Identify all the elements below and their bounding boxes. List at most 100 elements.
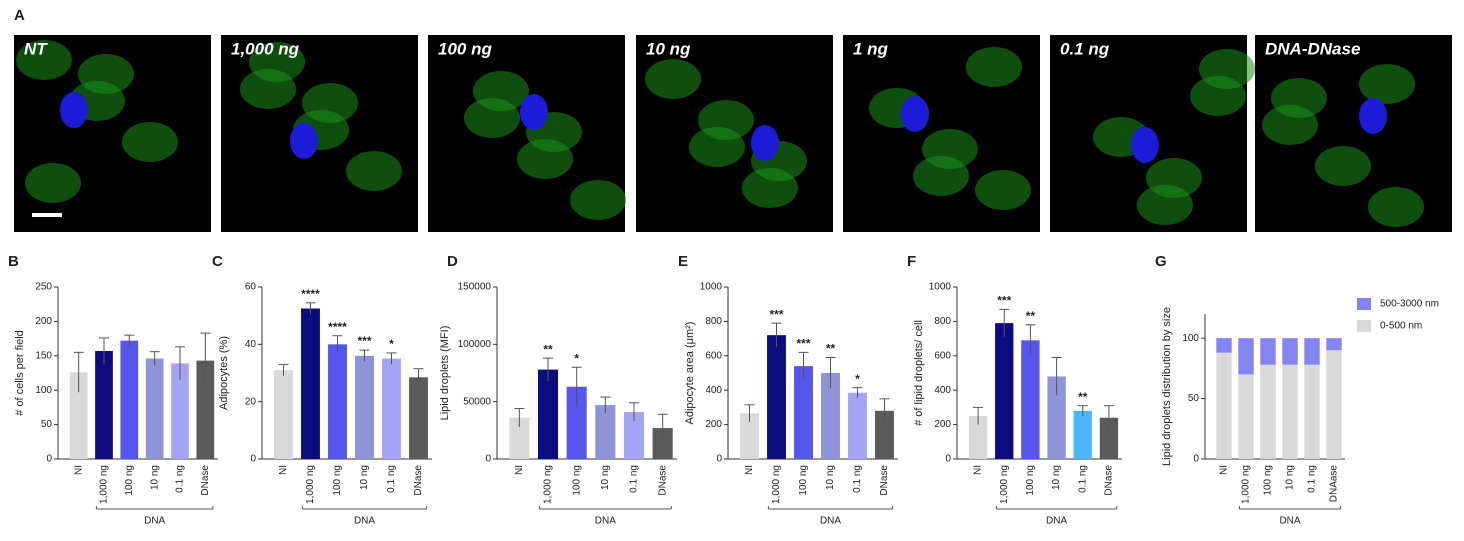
legend-label: 500-3000 nm <box>1380 299 1439 310</box>
bar-segment <box>1282 338 1298 365</box>
x-tick-label: 1,000 ng <box>99 465 110 504</box>
x-tick-label: 100 ng <box>124 465 135 496</box>
x-tick-label: 1,000 ng <box>999 465 1010 504</box>
panel-letter: D <box>447 253 458 270</box>
cell <box>1315 146 1371 186</box>
legend-swatch <box>1357 298 1371 310</box>
x-tick-label: NI <box>973 465 984 475</box>
y-tick-label: 0 <box>250 454 256 465</box>
y-tick-label: 150000 <box>458 282 492 293</box>
image-label: 100 ng <box>438 39 492 58</box>
y-tick-label: 100 <box>1182 333 1199 344</box>
bar <box>95 350 113 459</box>
image-label: NT <box>24 39 48 58</box>
significance: * <box>389 337 394 351</box>
y-tick-label: 50 <box>41 419 53 430</box>
x-tick-label: 1,000 ng <box>543 465 554 504</box>
y-tick-label: 800 <box>705 316 722 327</box>
cell <box>1146 158 1202 198</box>
panel-letter: G <box>1155 253 1167 270</box>
bar-segment <box>1282 364 1298 459</box>
x-tick-label: NI <box>514 465 525 475</box>
cell <box>698 100 754 140</box>
y-tick-label: 250 <box>35 282 52 293</box>
y-axis-label: Lipid droplets (MFI) <box>439 326 451 421</box>
significance: *** <box>357 334 371 348</box>
bar-segment <box>1304 338 1320 365</box>
panel-letter: B <box>8 253 19 270</box>
bar-segment <box>1326 350 1342 459</box>
x-tick-label: 100 ng <box>1263 465 1274 496</box>
cell <box>570 180 626 220</box>
bar-segment <box>1260 364 1276 459</box>
nucleus <box>901 96 929 132</box>
nucleus <box>290 123 318 159</box>
cell <box>25 163 81 203</box>
y-tick-label: 0 <box>945 454 951 465</box>
significance: * <box>574 351 579 365</box>
y-tick-label: 200 <box>35 316 52 327</box>
y-tick-label: 0 <box>485 454 491 465</box>
cell <box>122 122 178 162</box>
y-tick-label: 600 <box>705 350 722 361</box>
x-tick-label: 100 ng <box>571 465 582 496</box>
x-tick-label: 0.1 ng <box>629 465 640 493</box>
bar <box>794 366 813 459</box>
image-label: 0.1 ng <box>1060 39 1110 58</box>
x-tick-label: 10 ng <box>600 465 611 490</box>
cell <box>645 59 701 99</box>
bar-segment <box>1238 374 1254 459</box>
y-tick-label: 50 <box>1188 393 1200 404</box>
y-axis-label: Lipid droplets distribution by size <box>1161 307 1173 466</box>
bar <box>1021 340 1040 459</box>
bar <box>355 355 374 459</box>
x-tick-label: 100 ng <box>1025 465 1036 496</box>
y-tick-label: 0 <box>716 454 722 465</box>
bar <box>328 344 347 459</box>
x-tick-label: 1,000 ng <box>771 465 782 504</box>
x-tick-label: DNase <box>413 465 424 496</box>
x-tick-label: NI <box>73 465 84 475</box>
significance: **** <box>328 320 347 334</box>
bar-segment <box>1216 352 1232 459</box>
cell <box>473 71 529 111</box>
nucleus <box>520 94 548 130</box>
legend-swatch <box>1357 320 1371 332</box>
y-tick-label: 800 <box>934 316 951 327</box>
group-label: DNA <box>1279 516 1300 527</box>
x-tick-label: 0.1 ng <box>1307 465 1318 493</box>
group-label: DNA <box>595 516 616 527</box>
x-tick-label: 10 ng <box>359 465 370 490</box>
nucleus <box>1359 98 1387 134</box>
group-label: DNA <box>1046 516 1067 527</box>
x-tick-label: DNase <box>1104 465 1115 496</box>
bar <box>968 416 988 459</box>
y-tick-label: 0 <box>1193 454 1199 465</box>
cell <box>78 54 134 94</box>
bar <box>382 358 401 459</box>
bar <box>509 417 530 459</box>
cell <box>1359 64 1415 104</box>
bar <box>301 308 320 459</box>
bar <box>652 428 673 459</box>
cell <box>1271 78 1327 118</box>
bar <box>1047 376 1066 459</box>
group-label: DNA <box>820 516 841 527</box>
significance: **** <box>301 287 320 301</box>
group-label: DNA <box>354 516 375 527</box>
bar-segment <box>1216 338 1232 353</box>
bar-segment <box>1326 338 1342 351</box>
y-tick-label: 0 <box>46 454 52 465</box>
y-tick-label: 400 <box>934 385 951 396</box>
bar <box>1073 410 1092 459</box>
x-tick-label: 0.1 ng <box>852 465 863 493</box>
cell <box>1368 187 1424 227</box>
cell <box>16 40 72 80</box>
bar <box>120 340 139 459</box>
x-tick-label: DNase <box>879 465 890 496</box>
bar <box>145 358 164 459</box>
legend-label: 0-500 nm <box>1380 321 1422 332</box>
cell <box>966 47 1022 87</box>
bar-segment <box>1304 364 1320 459</box>
